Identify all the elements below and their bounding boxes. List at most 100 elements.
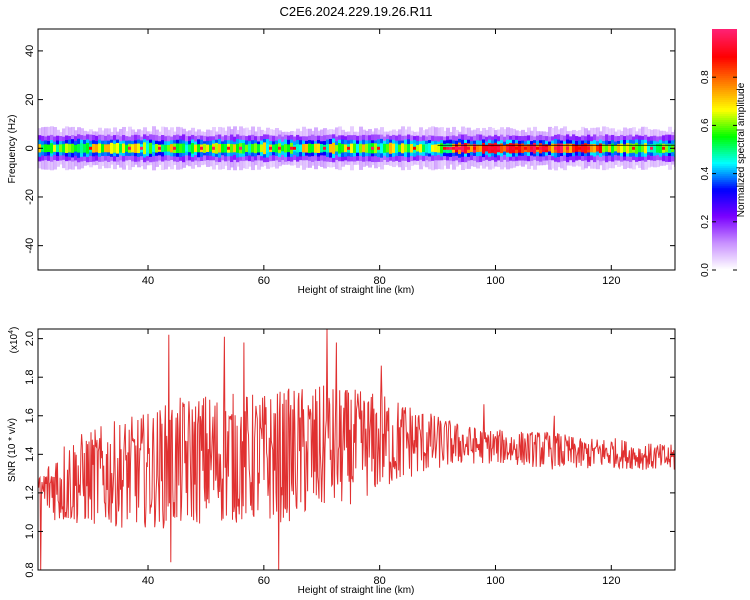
heatmap-cell-core [563,144,567,153]
heatmap-cell-peak [140,146,144,150]
heatmap-cell-core [494,142,498,154]
heatmap-cell-core [362,144,366,153]
heatmap-cell-core [221,143,225,153]
heatmap-cell-core [416,145,420,152]
heatmap-cell-core [374,143,378,154]
colorbar-strip [712,221,737,225]
colorbar-strip [712,81,737,84]
heatmap-cell-core [410,144,414,153]
heatmap-cell-core [146,144,150,153]
heatmap-cell-core [164,145,168,152]
heatmap-cell-core [47,144,51,153]
heatmap-cell-core [584,143,588,154]
colorbar-tick-label: 0.4 [700,166,711,180]
heatmap-cell-peak [278,146,282,150]
colorbar-strip [712,209,737,213]
heatmap-cell-core [206,144,210,152]
heatmap-cell-peak [446,146,450,150]
colorbar-strip [712,131,737,135]
heatmap-cell-core [155,144,159,153]
heatmap-cell-peak [512,146,516,150]
heatmap-cell-core [230,143,234,153]
heatmap-cell-core [218,144,222,153]
heatmap-cell-core [110,142,114,154]
x-tick-label: 80 [374,575,386,587]
x-tick-label: 100 [486,575,504,587]
heatmap-cell-core [101,144,105,153]
heatmap-cell-core [209,144,213,152]
colorbar-strip [712,189,737,193]
colorbar-strip [712,43,737,46]
colorbar-strip [712,195,737,199]
colorbar-strip [712,99,737,102]
snr-y-ticks: 0.8 1.0 1.2 1.4 1.6 1.8 2.0 [24,331,675,578]
colorbar-strip [712,55,737,58]
heatmap-cell-core [188,144,192,153]
heatmap-cell-core [503,144,507,152]
colorbar-strip [712,267,737,271]
heatmap-cell-core [623,144,627,153]
heatmap-cell-peak [467,146,471,150]
heatmap-cell-core [257,144,261,153]
colorbar-strip [712,117,737,120]
heatmap-cell-core [95,144,99,153]
colorbar-strip [712,139,737,143]
heatmap-cell-core [422,144,426,152]
x-tick-label: 40 [142,275,154,287]
heatmap-cell-core [236,143,240,153]
colorbar-strip [712,135,737,139]
heatmap-cell-peak [554,146,558,150]
colorbar-strip [712,77,737,80]
colorbar-strip [712,181,737,185]
heatmap-cell-core [71,143,75,153]
heatmap-cell-core [509,143,513,154]
colorbar-strip [712,73,737,76]
colorbar-strip [712,147,737,151]
colorbar-strip [712,257,737,261]
spectrogram-x-ticks: 40 60 80 100 120 [142,29,620,287]
heatmap-cell-core [251,144,255,153]
heatmap-cell-peak [587,146,591,150]
spectrogram-panel: 40 60 80 100 120 -40 -20 0 20 40 Height of strai… [7,28,676,296]
colorbar-strip [712,193,737,197]
colorbar-strip [712,103,737,106]
heatmap-cell-core [194,144,198,153]
colorbar-strip [712,231,737,235]
heatmap-cell-core [629,143,633,154]
heatmap-cell-core [44,144,48,153]
colorbar-strip [712,29,737,32]
colorbar-strip [712,95,737,98]
heatmap-cell-core [581,144,585,153]
heatmap-cell-core [305,143,309,153]
y-tick-label: 40 [24,45,36,57]
colorbar-tick-label: 0.2 [700,214,711,228]
spectrogram-heatmap [38,126,675,171]
heatmap-cell-core [356,143,360,153]
heatmap-cell-peak [290,146,294,150]
colorbar-strip [712,67,737,70]
colorbar-strip [712,49,737,52]
colorbar-strip [712,151,737,155]
colorbar-strip [712,169,737,173]
heatmap-cell-core [527,144,531,153]
heatmap-cell-peak [323,146,327,150]
heatmap-cell-core [203,143,207,153]
heatmap-cell-core [260,144,264,153]
heatmap-cell-peak [269,146,273,150]
heatmap-cell-core [83,143,87,153]
heatmap-cell-core [389,142,393,154]
heatmap-cell-core [314,143,318,153]
heatmap-cell-core [317,143,321,153]
heatmap-cell-core [665,144,669,153]
colorbar-strip [712,215,737,219]
heatmap-cell-core [596,145,600,152]
heatmap-cell-peak [578,146,582,150]
colorbar-strip [712,241,737,245]
colorbar-strip [712,93,737,96]
colorbar-strip [712,235,737,239]
heatmap-cell-core [281,145,285,152]
colorbar-strip [712,253,737,257]
y-tick-label: -20 [24,189,36,205]
colorbar-strip [712,115,737,118]
heatmap-cell-core [170,144,174,153]
